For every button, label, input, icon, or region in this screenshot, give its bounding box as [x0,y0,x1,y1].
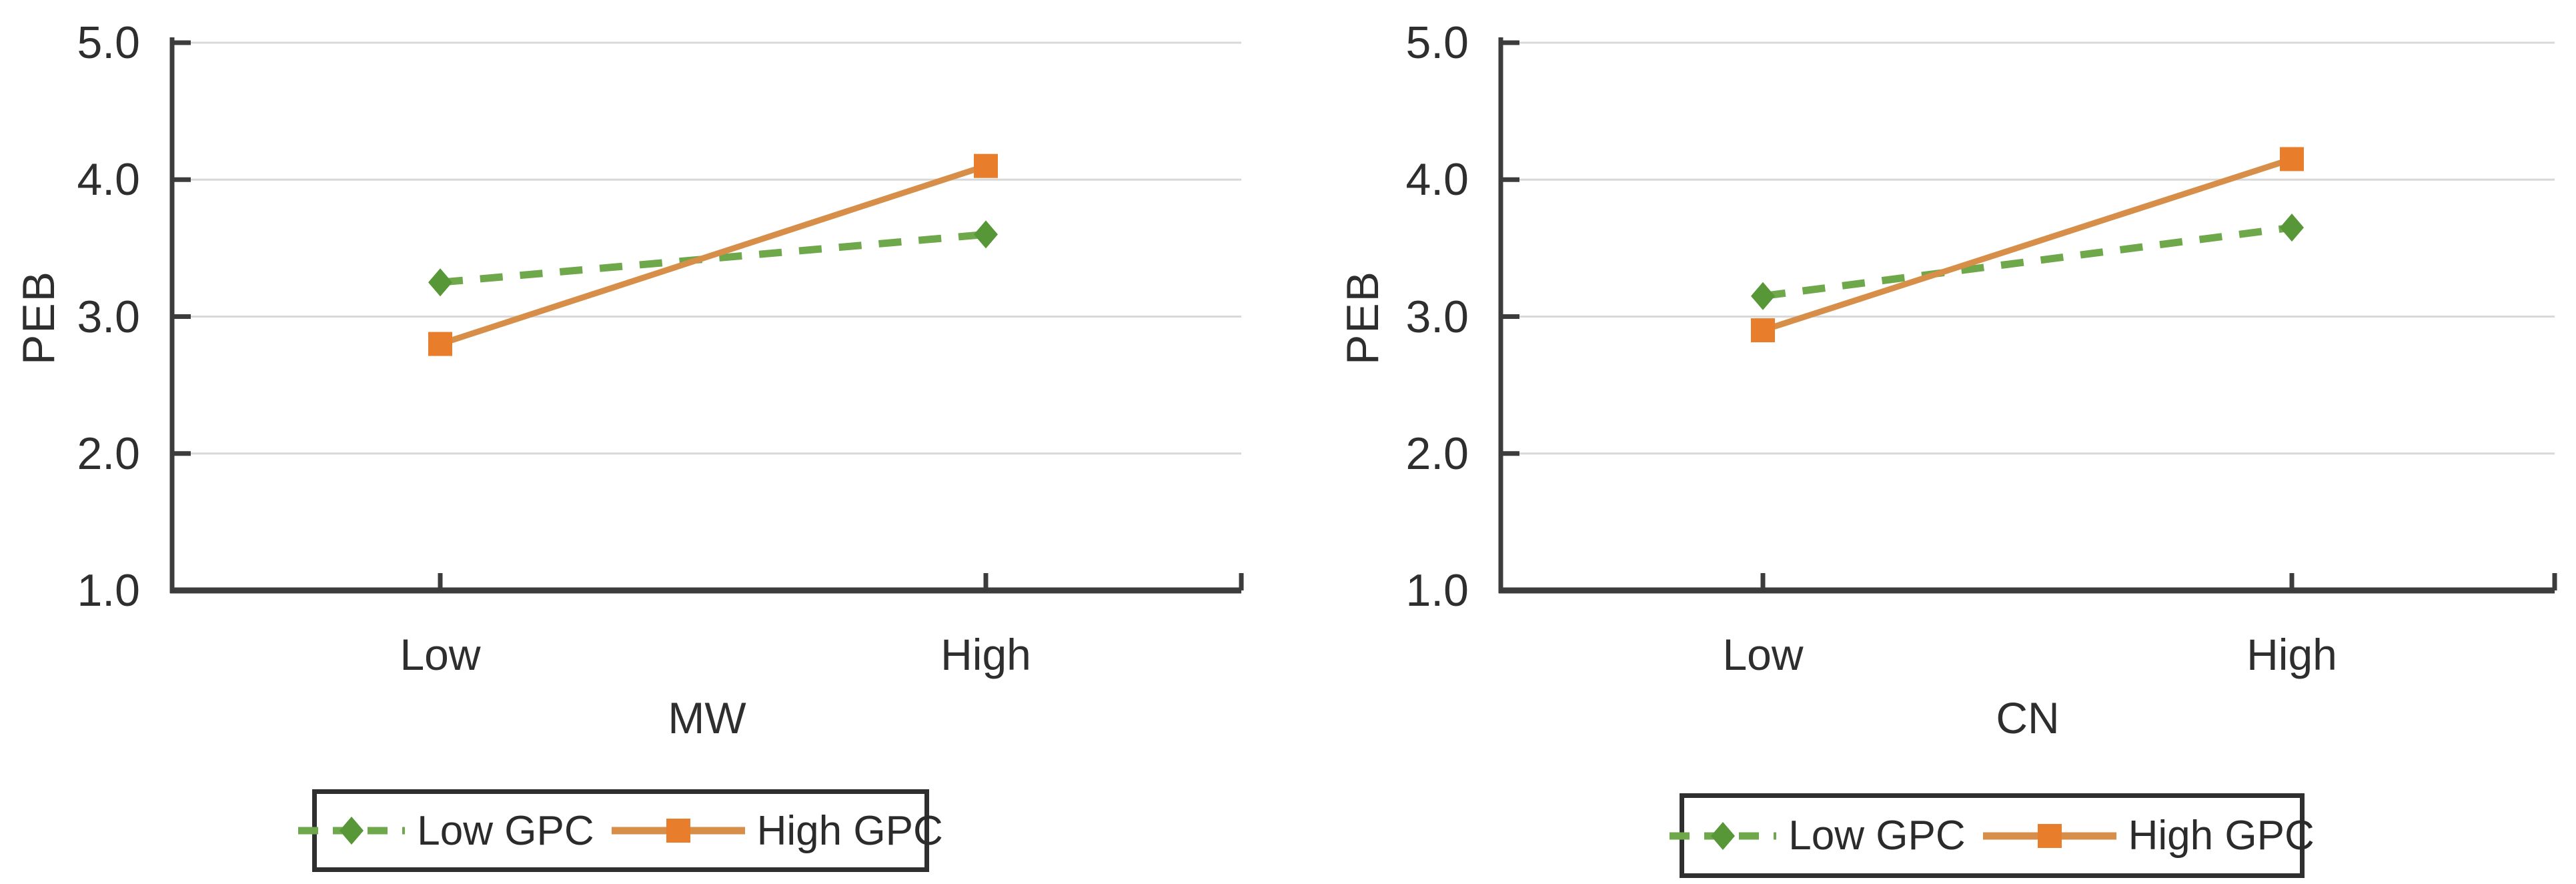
legend-swatch-dashed-diamond-icon [298,817,406,845]
series-marker-high-gpc [1751,318,1775,343]
y-tick-label: 3.0 [77,291,140,342]
x-axis-title: MW [668,693,746,743]
x-tick-label: High [940,630,1031,679]
series-marker-low-gpc [974,220,998,249]
series-line-low-gpc [1762,224,2293,300]
series-line-high-gpc [439,163,987,347]
y-tick-label: 2.0 [1405,428,1469,479]
legend-item-high-gpc: High GPC [611,807,943,855]
series-marker-low-gpc [1751,282,1775,310]
plot-area-cn [1498,37,2557,594]
legend-swatch-solid-square-icon [1982,823,2116,848]
series-marker-low-gpc [428,268,452,297]
series-marker-high-gpc [2280,147,2304,171]
y-tick-label: 4.0 [77,154,140,205]
x-tick-label: Low [1722,630,1804,679]
plot-area-mw [169,37,1244,594]
series-marker-high-gpc [428,332,452,356]
legend-item-low-gpc: Low GPC [1670,812,1966,859]
legend-label: High GPC [756,807,943,854]
chart-panel-mw: PEB MW Low GPC High GPC 1.0 2.0 3.0 4.0 5.0 Lo… [13,17,1244,872]
x-axis-title: CN [1996,693,2060,743]
x-tick-label: Low [400,630,481,679]
y-tick-label: 5.0 [1405,17,1469,68]
series-marker-low-gpc [2280,213,2304,242]
legend-swatch-dashed-diamond-icon [1670,821,1777,850]
legend-label: Low GPC [417,807,594,854]
y-tick-label: 1.0 [77,565,140,616]
legend-swatch-solid-square-icon [611,819,745,843]
legend: Low GPC High GPC [298,789,943,872]
series-marker-high-gpc [974,153,998,178]
legend-label: Low GPC [1788,813,1966,859]
y-tick-label: 1.0 [1405,565,1469,616]
chart-panel-cn: PEB CN Low GPC High GPC 1.0 2.0 3.0 4.0 5.0 Lo… [1288,0,2576,884]
y-tick-label: 5.0 [77,17,140,68]
legend-item-high-gpc: High GPC [1982,812,2315,859]
y-tick-label: 4.0 [1405,154,1469,205]
x-tick-label: High [2246,630,2337,679]
legend: Low GPC High GPC [1670,793,2315,878]
series-line-high-gpc [1762,156,2293,334]
y-tick-label: 3.0 [1405,291,1469,342]
legend-item-low-gpc: Low GPC [298,807,594,855]
legend-label: High GPC [2128,813,2315,859]
y-tick-label: 2.0 [77,428,140,479]
series-line-low-gpc [440,230,987,286]
